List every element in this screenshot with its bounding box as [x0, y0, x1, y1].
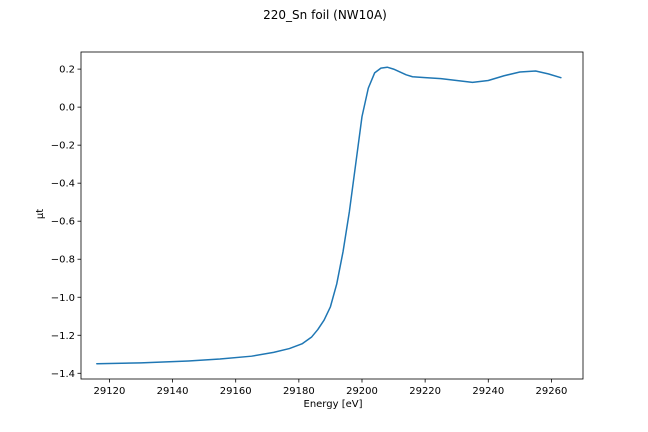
- y-axis: 0.2 0.0 −0.2 −0.4 −0.6 −0.8 −1.0 −1.2 −1.4: [51, 65, 81, 380]
- x-tick-label: 29220: [409, 386, 441, 397]
- series-line: [96, 66, 562, 365]
- y-tick-label: −1.2: [51, 331, 75, 342]
- y-tick-label: 0.0: [59, 103, 75, 114]
- x-axis: 29120 29140 29160 29180 29200 29220 29240 29260: [94, 379, 568, 397]
- x-tick-label: 29140: [157, 386, 189, 397]
- y-axis-label: μt: [35, 209, 46, 219]
- x-tick-label: 29120: [94, 386, 126, 397]
- x-tick-label: 29260: [536, 386, 568, 397]
- x-tick-label: 29240: [472, 386, 504, 397]
- y-tick-label: −0.8: [51, 255, 75, 266]
- y-tick-label: −1.0: [51, 293, 75, 304]
- x-tick-label: 29180: [283, 386, 315, 397]
- plot-frame: [80, 51, 584, 380]
- y-tick-label: 0.2: [59, 65, 75, 76]
- y-tick-label: −0.2: [51, 141, 75, 152]
- x-tick-label: 29160: [220, 386, 252, 397]
- y-tick-label: −0.4: [51, 179, 75, 190]
- x-tick-label: 29200: [346, 386, 378, 397]
- chart-title: 220_Sn foil (NW10A): [263, 8, 387, 22]
- y-tick-label: −1.4: [51, 369, 75, 380]
- y-tick-label: −0.6: [51, 217, 75, 228]
- x-axis-label: Energy [eV]: [304, 399, 363, 410]
